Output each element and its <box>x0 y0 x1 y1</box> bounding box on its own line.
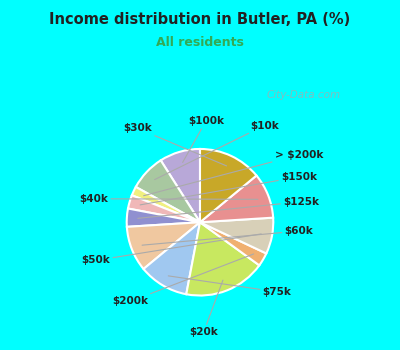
Text: $100k: $100k <box>183 116 224 162</box>
Text: Income distribution in Butler, PA (%): Income distribution in Butler, PA (%) <box>49 12 351 27</box>
Text: $50k: $50k <box>82 234 261 265</box>
Text: $125k: $125k <box>138 197 319 218</box>
Wedge shape <box>161 149 200 222</box>
Text: All residents: All residents <box>156 35 244 49</box>
Wedge shape <box>128 195 200 222</box>
Text: $30k: $30k <box>123 124 226 166</box>
Text: City-Data.com: City-Data.com <box>267 90 341 99</box>
Text: $10k: $10k <box>154 120 279 180</box>
Wedge shape <box>127 222 200 269</box>
Text: > $200k: > $200k <box>144 150 323 196</box>
Text: $20k: $20k <box>189 280 223 337</box>
Wedge shape <box>186 222 259 295</box>
Wedge shape <box>200 149 256 222</box>
Text: $40k: $40k <box>79 194 258 204</box>
Text: $60k: $60k <box>142 226 313 245</box>
Wedge shape <box>132 187 200 222</box>
Text: $200k: $200k <box>112 254 254 306</box>
Wedge shape <box>200 176 273 222</box>
Text: $150k: $150k <box>140 172 317 205</box>
Wedge shape <box>200 218 273 253</box>
Wedge shape <box>144 222 200 294</box>
Wedge shape <box>127 209 200 227</box>
Text: $75k: $75k <box>168 276 291 297</box>
Wedge shape <box>136 160 200 222</box>
Wedge shape <box>200 222 266 265</box>
